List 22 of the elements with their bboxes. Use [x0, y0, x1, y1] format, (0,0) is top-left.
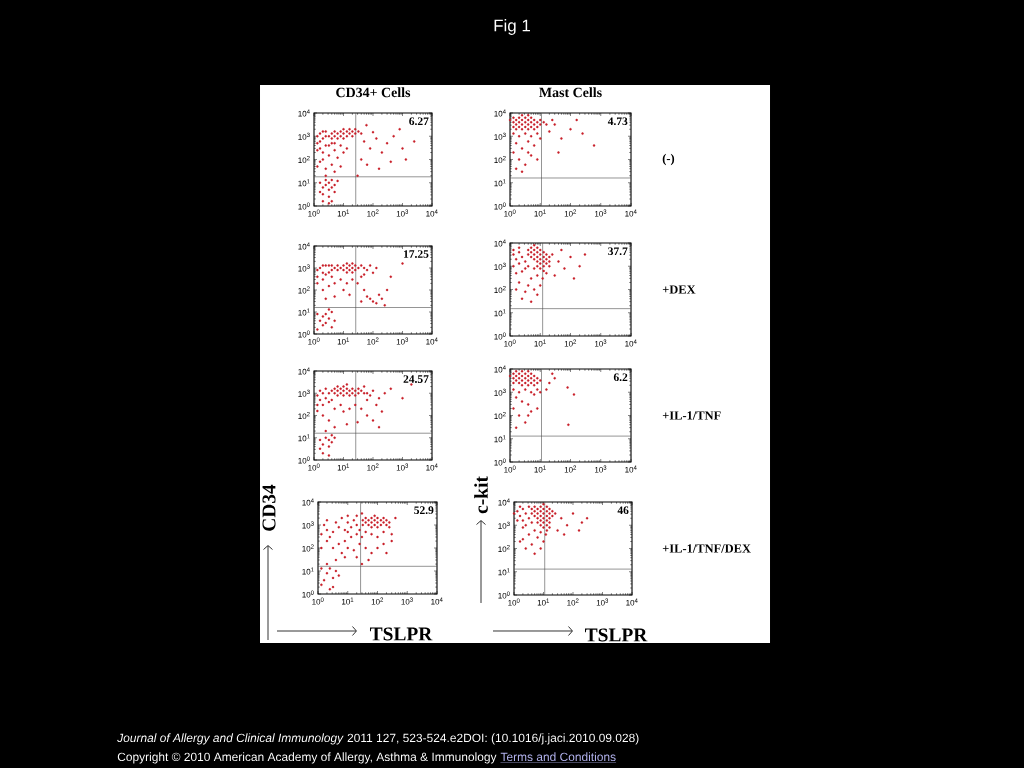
chart-title: CD34+ Cells	[336, 87, 411, 98]
text: (-)	[662, 153, 675, 166]
annotation: 24.57	[403, 375, 429, 383]
annotation: 37.7	[608, 247, 628, 256]
text: Terms and Conditions	[500, 752, 616, 762]
y-axis-title: CD34	[262, 484, 276, 531]
x-axis-title: TSLPR	[585, 628, 648, 642]
text: Journal of Allergy and Clinical Immunology 2011 127, 523-524.e2DOI: (10.1016/j.jaci.2010.09.028)	[117, 733, 639, 745]
annotation: 4.73	[607, 117, 628, 126]
text: Copyright © 2010 American Academy of Allergy, Asthma & Immunology	[117, 752, 497, 764]
x-axis-title: TSLPR	[369, 627, 433, 641]
chart-title: Mast Cells	[539, 87, 602, 98]
text: Fig 1	[494, 19, 530, 35]
text: +DEX	[662, 285, 696, 294]
annotation: 46	[617, 506, 629, 515]
text: +IL-1/TNF/DEX	[662, 544, 751, 553]
annotation: 17.25	[404, 250, 429, 258]
y-axis-title: c-kit	[474, 476, 488, 514]
annotation: 6.2	[613, 373, 628, 382]
annotation: 52.9	[414, 506, 434, 515]
annotation: 6.27	[409, 117, 429, 126]
text: +IL-1/TNF	[662, 411, 721, 420]
